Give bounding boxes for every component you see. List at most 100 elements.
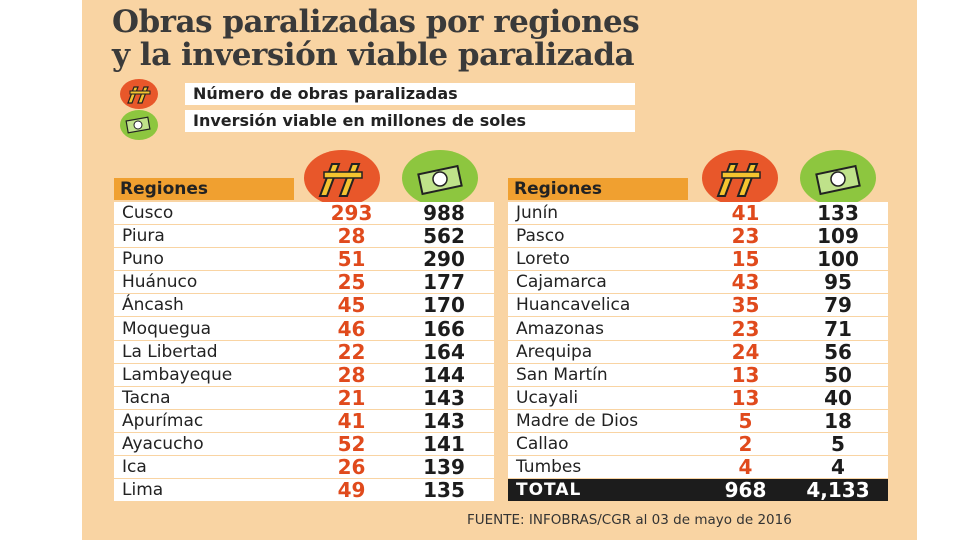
region-name: Tumbes — [516, 457, 582, 478]
obras-count: 968 — [724, 478, 767, 503]
region-name: Ucayali — [516, 387, 579, 408]
title-line-1: Obras paralizadas por regiones — [112, 4, 640, 40]
inversion-column-icon-right — [800, 150, 876, 206]
region-name: Puno — [122, 249, 164, 270]
region-name: Huancavelica — [516, 295, 631, 316]
region-name: Callao — [516, 433, 569, 454]
region-name: Cusco — [122, 203, 174, 224]
inversion-amount: 50 — [824, 362, 852, 387]
obras-count: 13 — [731, 362, 760, 387]
inversion-amount: 56 — [824, 339, 852, 364]
obras-count: 28 — [337, 362, 366, 387]
inversion-amount: 141 — [423, 431, 465, 456]
inversion-amount: 100 — [817, 247, 859, 272]
region-name: Junín — [516, 203, 559, 224]
table-row: Moquegua 46 166 — [114, 316, 494, 341]
infographic: Obras paralizadas por regiones y la inve… — [82, 0, 917, 540]
inversion-amount: 135 — [423, 478, 465, 503]
source-note: FUENTE: INFOBRAS/CGR al 03 de mayo de 20… — [467, 512, 792, 528]
inversion-amount: 18 — [824, 408, 852, 433]
regions-table-left: Regiones Cusco 293 988 Piura 28 562 Puno 51 290 H… — [114, 178, 494, 503]
inversion-amount: 143 — [423, 408, 465, 433]
region-name: Huánuco — [122, 272, 198, 293]
region-name: Amazonas — [516, 318, 604, 339]
table-row: Puno 51 290 — [114, 247, 494, 272]
region-name: Ica — [122, 457, 147, 478]
table-rows-left: Cusco 293 988 Piura 28 562 Puno 51 290 Huánuco 25 1… — [114, 201, 494, 503]
region-name: La Libertad — [122, 341, 218, 362]
table-row: Ayacucho 52 141 — [114, 431, 494, 457]
table-row: Junín 41 133 — [508, 201, 888, 226]
obras-count: 25 — [337, 270, 366, 295]
obras-column-icon-left — [304, 150, 380, 206]
obras-count: 35 — [731, 293, 760, 318]
obras-count: 28 — [337, 224, 366, 249]
regions-table-right: Regiones Junín 41 133 Pasco 23 109 Loreto 15 100… — [508, 178, 888, 503]
table-rows-right: Junín 41 133 Pasco 23 109 Loreto 15 100 Cajamarca… — [508, 201, 888, 503]
region-name: Lambayeque — [122, 364, 233, 385]
region-name: Arequipa — [516, 341, 593, 362]
region-name: Piura — [122, 226, 165, 247]
inversion-amount: 166 — [423, 316, 465, 341]
table-row: Tacna 21 143 — [114, 385, 494, 410]
table-row: Amazonas 23 71 — [508, 316, 888, 341]
region-name: Apurímac — [122, 410, 204, 431]
table-row: Ucayali 13 40 — [508, 385, 888, 410]
table-row: Lima 49 135 — [114, 478, 494, 503]
inversion-amount: 95 — [824, 270, 852, 295]
inversion-column-icon-left — [402, 150, 478, 206]
table-row: Cajamarca 43 95 — [508, 270, 888, 295]
obras-count: 41 — [731, 201, 760, 226]
inversion-amount: 4,133 — [806, 478, 870, 503]
region-name: Moquegua — [122, 318, 212, 339]
region-name: Áncash — [122, 295, 184, 316]
table-row: Apurímac 41 143 — [114, 408, 494, 433]
inversion-amount: 5 — [831, 431, 845, 456]
obras-count: 2 — [738, 431, 753, 456]
table-row: Callao 2 5 — [508, 431, 888, 457]
obras-count: 13 — [731, 385, 760, 410]
obras-count: 41 — [337, 408, 366, 433]
inversion-amount: 988 — [423, 201, 465, 226]
table-row: Madre de Dios 5 18 — [508, 408, 888, 433]
table-row: Loreto 15 100 — [508, 247, 888, 272]
inversion-amount: 164 — [423, 339, 465, 364]
inversion-amount: 143 — [423, 385, 465, 410]
obras-count: 4 — [738, 455, 753, 480]
inversion-amount: 144 — [423, 362, 465, 387]
table-row: La Libertad 22 164 — [114, 339, 494, 364]
obras-count: 23 — [731, 224, 760, 249]
obras-count: 43 — [731, 270, 760, 295]
obras-count: 293 — [330, 201, 373, 226]
total-label: TOTAL — [516, 480, 582, 501]
region-name: Cajamarca — [516, 272, 607, 293]
obras-count: 46 — [337, 316, 366, 341]
table-row: Arequipa 24 56 — [508, 339, 888, 364]
inversion-amount: 139 — [423, 455, 465, 480]
inversion-amount: 79 — [824, 293, 852, 318]
obras-count: 26 — [337, 455, 366, 480]
inversion-amount: 71 — [824, 316, 852, 341]
region-name: Lima — [122, 480, 164, 501]
inversion-amount: 40 — [824, 385, 852, 410]
total-row: TOTAL 968 4,133 — [508, 478, 888, 503]
legend-inversion-label: Inversión viable en millones de soles — [185, 110, 635, 132]
obras-count: 51 — [337, 247, 366, 272]
table-row: Lambayeque 28 144 — [114, 362, 494, 387]
obras-count: 49 — [337, 478, 366, 503]
region-name: Tacna — [122, 387, 171, 408]
legend-obras-label: Número de obras paralizadas — [185, 83, 635, 105]
obras-count: 5 — [738, 408, 753, 433]
table-row: Piura 28 562 — [114, 224, 494, 249]
region-name: Madre de Dios — [516, 410, 639, 431]
region-name: Ayacucho — [122, 433, 204, 454]
table-row: Áncash 45 170 — [114, 293, 494, 318]
table-row: San Martín 13 50 — [508, 362, 888, 387]
table-header-regiones: Regiones — [114, 178, 294, 200]
inversion-amount: 4 — [831, 455, 845, 480]
table-row: Cusco 293 988 — [114, 201, 494, 226]
title-line-2: y la inversión viable paralizada — [112, 37, 635, 73]
money-stack-icon — [120, 110, 158, 140]
table-row: Pasco 23 109 — [508, 224, 888, 249]
obras-column-icon-right — [702, 150, 778, 206]
